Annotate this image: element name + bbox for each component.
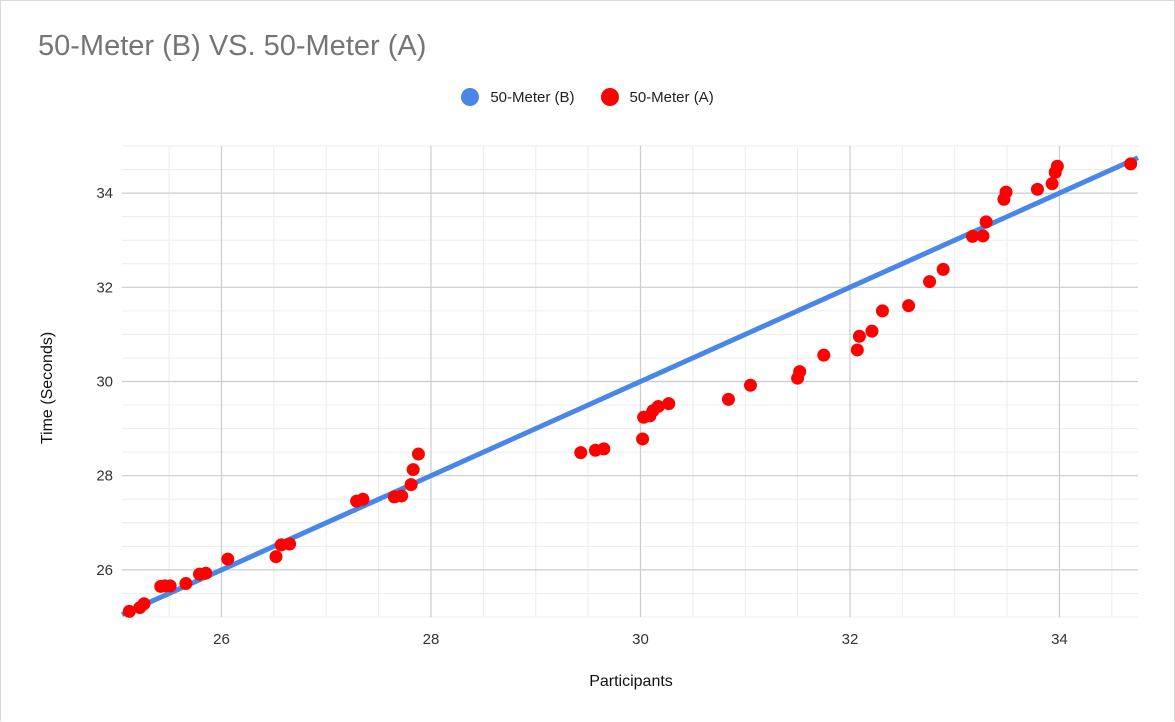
series-a-point — [966, 229, 980, 243]
series-a-point — [743, 378, 757, 392]
series-a-point — [122, 604, 136, 618]
legend-label-series-a: 50-Meter (A) — [629, 88, 714, 106]
legend-swatch-series-b — [461, 88, 480, 106]
x-tick-label: 26 — [213, 631, 230, 648]
series-a-point — [137, 597, 151, 611]
grid-major — [122, 146, 1138, 617]
series-a-point — [221, 552, 235, 566]
x-tick-label: 34 — [1051, 631, 1068, 648]
series-a-point — [269, 550, 283, 564]
series-a-point — [574, 446, 588, 460]
series-a-point — [199, 566, 213, 580]
y-axis-label: Time (Seconds) — [39, 332, 56, 444]
series-a-point — [636, 432, 650, 446]
x-tick-label: 28 — [423, 631, 440, 648]
series-a-point — [865, 324, 879, 338]
series-a-point — [651, 399, 665, 413]
x-tick-label: 32 — [842, 631, 859, 648]
series-a-point — [852, 329, 866, 343]
series-a-point — [406, 463, 420, 477]
y-tick-label: 30 — [96, 374, 113, 391]
series-a-points-group — [122, 157, 1138, 618]
series-a-point — [793, 365, 807, 379]
series-a-point — [1050, 159, 1064, 173]
y-tick-label: 32 — [96, 279, 113, 296]
y-tick-label: 26 — [96, 562, 113, 579]
x-axis-label: Participants — [589, 673, 673, 690]
y-tick-label: 28 — [96, 468, 113, 485]
legend-swatch-series-a — [600, 88, 619, 106]
series-a-point — [597, 442, 611, 456]
y-tick-labels: 26 28 30 32 34 — [96, 185, 113, 579]
y-tick-label: 34 — [96, 185, 113, 202]
series-a-point — [404, 478, 418, 492]
series-a-point — [395, 489, 409, 503]
series-a-point — [979, 215, 993, 229]
legend-item-series-b[interactable]: 50-Meter (B) — [461, 88, 575, 106]
series-a-point — [923, 275, 937, 289]
series-a-point — [163, 579, 177, 593]
x-tick-labels: 26 28 30 32 34 — [213, 631, 1068, 648]
series-a-point — [1030, 182, 1044, 196]
chart-legend: 50-Meter (B) 50-Meter (A) — [0, 88, 1175, 106]
series-a-point — [179, 577, 193, 591]
series-a-point — [817, 348, 831, 362]
series-a-point — [850, 343, 864, 357]
series-a-point — [662, 397, 676, 411]
series-a-point — [721, 392, 735, 406]
series-a-point — [999, 185, 1013, 199]
legend-item-series-a[interactable]: 50-Meter (A) — [600, 88, 714, 106]
series-a-point — [936, 262, 950, 276]
series-a-point — [411, 447, 425, 461]
series-a-point — [356, 492, 370, 506]
legend-label-series-b: 50-Meter (B) — [490, 88, 575, 106]
series-a-point — [875, 304, 889, 318]
series-a-point — [976, 229, 990, 243]
series-a-point — [283, 537, 297, 551]
series-a-point — [1045, 177, 1059, 191]
chart-title: 50-Meter (B) VS. 50-Meter (A) — [38, 30, 427, 62]
x-tick-label: 30 — [632, 631, 649, 648]
series-a-point — [1124, 157, 1138, 171]
series-a-point — [902, 299, 916, 313]
